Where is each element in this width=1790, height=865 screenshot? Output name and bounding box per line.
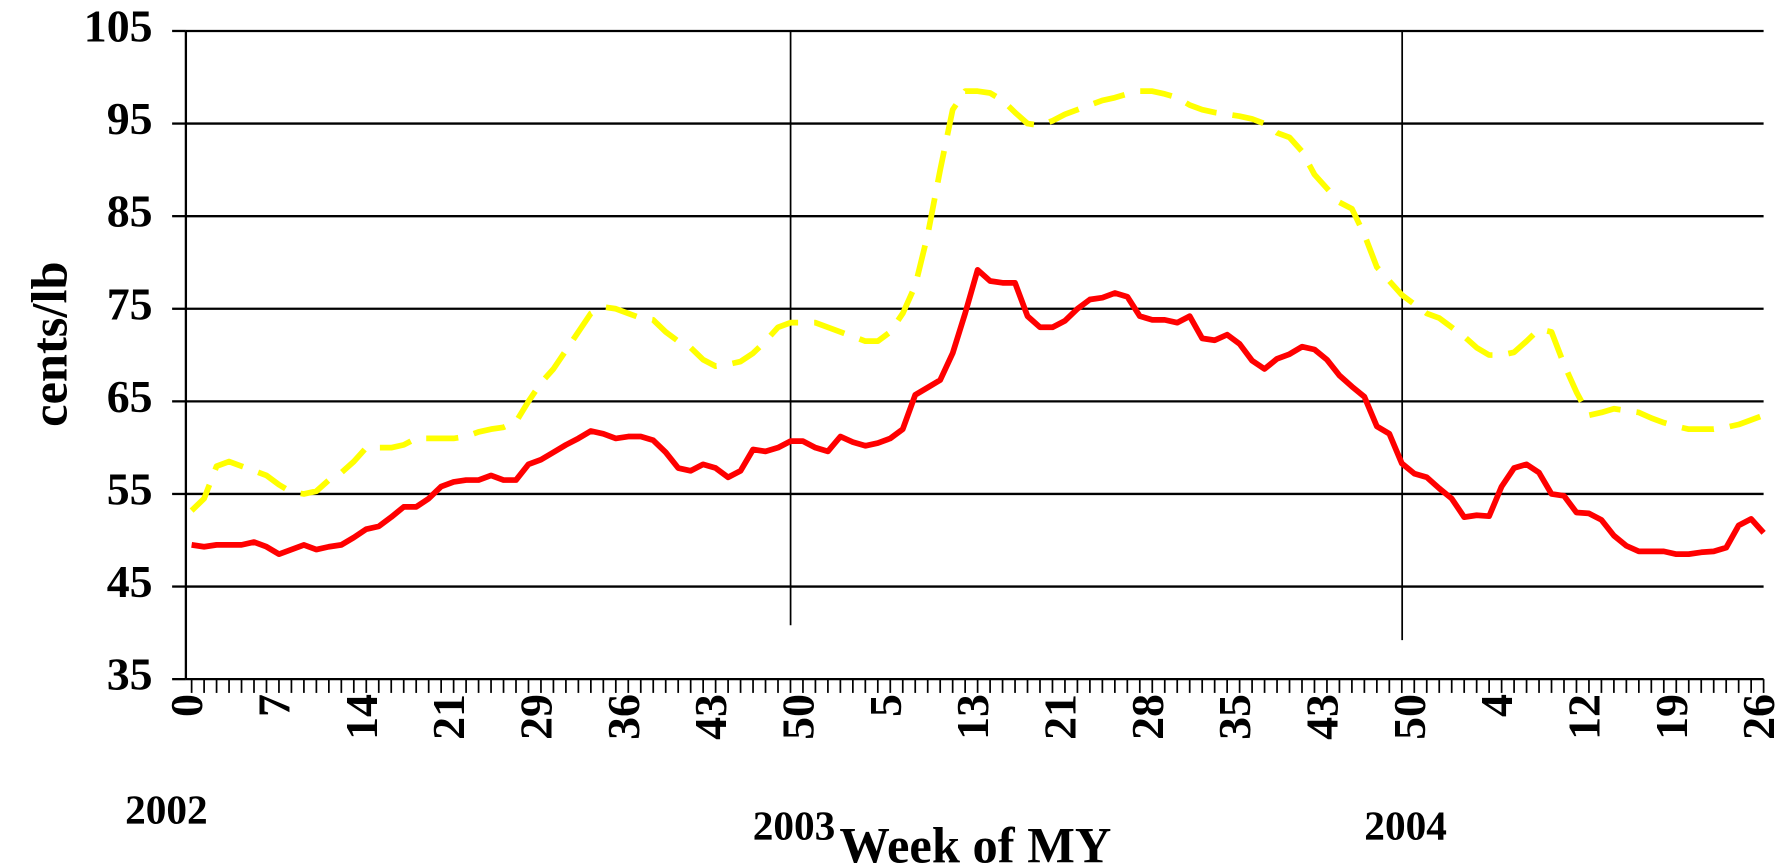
y-tick-label: 65 — [107, 371, 153, 422]
x-tick-label: 4 — [1471, 694, 1522, 717]
x-tick-label: 14 — [336, 694, 387, 740]
x-tick-label: 36 — [598, 694, 649, 740]
y-tick-label: 75 — [107, 278, 153, 329]
x-tick-label: 7 — [248, 694, 299, 717]
year-label: 2002 — [125, 787, 208, 833]
x-tick-label: 5 — [860, 694, 911, 717]
series-line — [191, 267, 1766, 558]
x-tick-label: 50 — [772, 694, 823, 740]
x-tick-label: 35 — [1209, 694, 1260, 740]
y-tick-label: 95 — [107, 93, 153, 144]
y-tick-label: 105 — [84, 1, 153, 52]
x-tick-label: 43 — [1296, 694, 1347, 740]
x-tick-label: 21 — [423, 694, 474, 740]
y-tick-label: 45 — [107, 556, 153, 607]
x-tick-label: 13 — [947, 694, 998, 740]
x-tick-label: 21 — [1034, 694, 1085, 740]
y-tick-label: 35 — [107, 649, 153, 700]
x-tick-label: 12 — [1558, 694, 1609, 740]
y-tick-label: 85 — [107, 186, 153, 237]
x-tick-label: 50 — [1384, 694, 1435, 740]
x-tick-label: 19 — [1646, 694, 1697, 740]
x-tick-label: 29 — [510, 694, 561, 740]
y-tick-label: 55 — [107, 463, 153, 514]
series-line — [189, 88, 1765, 513]
x-tick-label: 0 — [161, 694, 212, 717]
x-tick-label: 26 — [1733, 694, 1784, 740]
year-label: 2004 — [1364, 803, 1447, 849]
x-tick-label: 28 — [1122, 694, 1173, 740]
y-axis-label: cents/lb — [22, 261, 78, 426]
year-label: 2003 — [753, 803, 836, 849]
x-tick-label: 43 — [685, 694, 736, 740]
x-axis-label: Week of MY — [839, 818, 1111, 865]
